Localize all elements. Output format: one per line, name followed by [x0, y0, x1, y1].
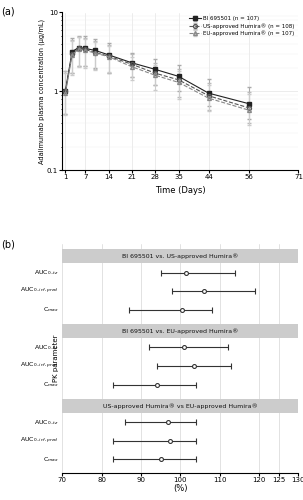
Bar	[62, 398, 298, 412]
Text: (a): (a)	[1, 6, 14, 16]
Text: C$_{max}$: C$_{max}$	[43, 306, 59, 314]
Text: C$_{max}$: C$_{max}$	[43, 455, 59, 464]
Legend: BI 695501 (n = 107), US-approved Humira® (n = 108), EU-approved Humira® (n = 107: BI 695501 (n = 107), US-approved Humira®…	[188, 16, 296, 37]
X-axis label: Time (Days): Time (Days)	[155, 186, 206, 195]
Text: BI 695501 vs. US-approved Humira®: BI 695501 vs. US-approved Humira®	[122, 254, 238, 259]
Text: US-approved Humira® vs EU-approved Humira®: US-approved Humira® vs EU-approved Humir…	[103, 403, 258, 408]
Text: (b): (b)	[1, 239, 15, 249]
Text: AUC$_{0‒tz}$: AUC$_{0‒tz}$	[34, 268, 59, 277]
Y-axis label: Adalimumab plasma concentration (μg/mL): Adalimumab plasma concentration (μg/mL)	[39, 19, 45, 164]
Bar	[62, 324, 298, 338]
Text: BI 695501 vs. EU-approved Humira®: BI 695501 vs. EU-approved Humira®	[122, 328, 238, 334]
Y-axis label: PK parameter: PK parameter	[53, 334, 59, 382]
Bar	[62, 250, 298, 264]
Text: C$_{max}$: C$_{max}$	[43, 380, 59, 389]
Text: AUC$_{0‒inf, pred}$: AUC$_{0‒inf, pred}$	[20, 436, 59, 446]
Text: AUC$_{0‒inf, pred}$: AUC$_{0‒inf, pred}$	[20, 361, 59, 371]
Text: AUC$_{0‒tz}$: AUC$_{0‒tz}$	[34, 343, 59, 352]
Text: AUC$_{0‒inf, pred}$: AUC$_{0‒inf, pred}$	[20, 286, 59, 296]
Text: AUC$_{0‒tz}$: AUC$_{0‒tz}$	[34, 418, 59, 426]
X-axis label: (%): (%)	[173, 484, 188, 493]
